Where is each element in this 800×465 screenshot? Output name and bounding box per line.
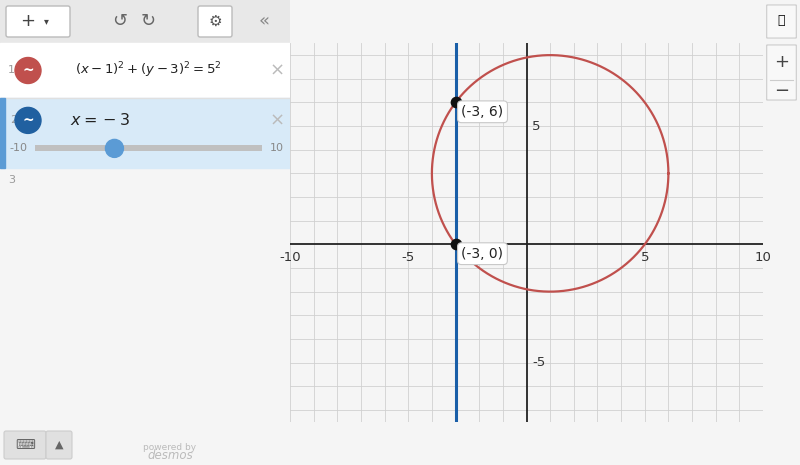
FancyBboxPatch shape	[6, 6, 70, 37]
Point	[449, 240, 462, 248]
Text: ×: ×	[270, 61, 285, 80]
Circle shape	[15, 58, 41, 84]
Text: ↺: ↺	[113, 12, 127, 30]
Text: ×: ×	[270, 112, 285, 129]
Text: 3: 3	[8, 175, 15, 185]
Text: (-3, 0): (-3, 0)	[462, 247, 503, 261]
FancyBboxPatch shape	[46, 431, 72, 459]
Text: powered by: powered by	[143, 443, 197, 452]
Bar	[0, 98, 290, 168]
Text: -10: -10	[9, 143, 27, 153]
Text: +: +	[774, 53, 789, 71]
Text: ▲: ▲	[54, 440, 63, 450]
Text: 5: 5	[533, 120, 541, 133]
FancyBboxPatch shape	[766, 45, 796, 100]
Bar	[0, 98, 5, 168]
Text: (-3, 6): (-3, 6)	[462, 105, 503, 119]
Text: 10: 10	[754, 252, 771, 265]
Text: ⌨: ⌨	[15, 438, 35, 452]
Text: desmos: desmos	[147, 449, 193, 461]
Text: ~: ~	[22, 113, 34, 127]
Text: 1: 1	[8, 66, 15, 75]
FancyBboxPatch shape	[766, 5, 796, 38]
Text: 🔧: 🔧	[778, 14, 786, 27]
Bar	[0, 43, 290, 98]
Text: -5: -5	[533, 356, 546, 369]
Circle shape	[106, 140, 123, 157]
Text: 5: 5	[641, 252, 649, 265]
Text: +: +	[21, 12, 35, 30]
Text: -5: -5	[402, 252, 415, 265]
Text: 10: 10	[270, 143, 284, 153]
Text: ↻: ↻	[141, 12, 155, 30]
Text: $(x-1)^2+(y-3)^2=5^2$: $(x-1)^2+(y-3)^2=5^2$	[74, 61, 222, 80]
Text: 2: 2	[10, 115, 17, 126]
Text: -10: -10	[279, 252, 301, 265]
Text: ⚙: ⚙	[208, 13, 222, 28]
Text: ▾: ▾	[43, 16, 49, 26]
Bar	[35, 146, 262, 152]
Bar	[0, 0, 290, 43]
FancyBboxPatch shape	[4, 431, 46, 459]
Point	[449, 99, 462, 106]
FancyBboxPatch shape	[198, 6, 232, 37]
Text: ~: ~	[22, 64, 34, 78]
Circle shape	[15, 107, 41, 133]
Text: «: «	[258, 12, 270, 30]
Text: −: −	[774, 82, 789, 100]
Text: $x=-3$: $x=-3$	[70, 113, 130, 128]
